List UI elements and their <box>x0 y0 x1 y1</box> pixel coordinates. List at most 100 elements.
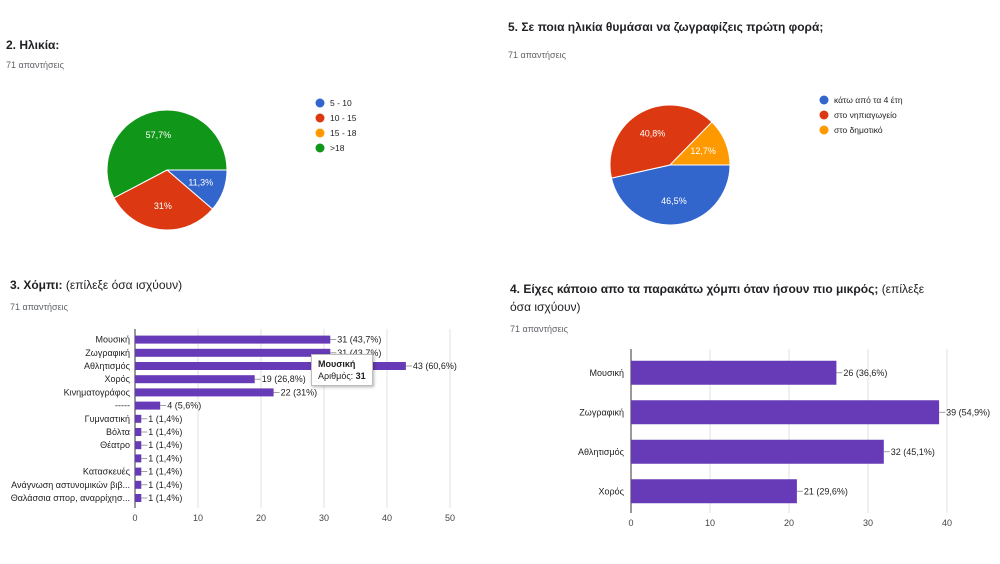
bar <box>135 454 142 463</box>
x-tick-label: 10 <box>193 513 203 523</box>
bar <box>631 360 837 385</box>
data-label: 1 (1,4%) <box>148 480 182 490</box>
legend-marker <box>819 110 829 120</box>
category-label: Γυμναστική <box>85 414 130 424</box>
bar <box>631 400 940 425</box>
bar <box>631 479 797 504</box>
x-tick-label: 0 <box>132 513 137 523</box>
question-4-hint: (επίλεξε όσα ισχύουν) <box>510 282 925 314</box>
question-4-response-count: 71 απαντήσεις <box>510 324 568 334</box>
category-label: Αθλητισμός <box>578 447 625 457</box>
age-pie-chart: 11,3% 31% 57,7% 5 - 10 10 - 15 15 - 18 >18 <box>106 98 357 231</box>
bar <box>135 348 331 357</box>
data-label: 22 (31%) <box>281 387 318 397</box>
pie-slice <box>668 121 731 166</box>
question-3-response-count: 71 απαντήσεις <box>10 302 68 312</box>
category-label: Ζωγραφική <box>579 407 624 417</box>
legend-marker <box>819 95 829 105</box>
x-tick-label: 0 <box>628 518 633 528</box>
pie-slice-label: 11,3% <box>188 178 213 188</box>
question-5-response-count: 71 απαντήσεις <box>508 50 566 60</box>
legend-marker <box>315 143 325 153</box>
category-label: Θαλάσσια σπορ, αναρρίχησ... <box>11 493 130 503</box>
x-tick-label: 50 <box>445 513 455 523</box>
data-label: 31 (43,7%) <box>337 348 381 358</box>
bar <box>631 439 884 464</box>
tooltip-value: 31 <box>355 371 366 381</box>
bar <box>135 467 142 476</box>
data-label: 4 (5,6%) <box>167 401 201 411</box>
bar <box>135 388 274 397</box>
legend-label: >18 <box>330 143 345 153</box>
question-3-hint: (επίλεξε όσα ισχύουν) <box>65 278 183 292</box>
bar <box>135 335 331 344</box>
legend-label: 5 - 10 <box>330 98 352 108</box>
pie-slice-label: 31% <box>154 201 172 211</box>
category-label: Αθλητισμός <box>84 361 131 371</box>
x-tick-label: 30 <box>319 513 329 523</box>
pie-slice <box>610 164 731 226</box>
category-label: Ανάγνωση αστυνομικών βιβ... <box>11 480 130 490</box>
x-tick-label: 40 <box>942 518 952 528</box>
category-label: Βόλτα <box>106 427 130 437</box>
category-label: Χορός <box>105 374 131 384</box>
pie-slice-label: 46,5% <box>661 196 687 206</box>
question-5-title: 5. Σε ποια ηλικία θυμάσαι να ζωγραφίζεις… <box>508 20 824 34</box>
category-label: Μουσική <box>96 335 130 345</box>
childhood-hobbies-bar-chart: 0 10 20 30 40 Μουσική 26 (36,6%) Ζωγραφική 39 (5… <box>578 349 990 528</box>
bar-tooltip: Μουσική Αριθμός: 31 <box>311 354 373 386</box>
bar <box>135 428 142 436</box>
question-4-title-text: 4. Είχες κάποιο απο τα παρακάτω χόμπι ότ… <box>510 282 879 296</box>
legend-label: 10 - 15 <box>330 113 357 123</box>
pie-slice <box>106 109 228 199</box>
pie-slice-label: 57,7% <box>146 130 172 140</box>
category-label: Μουσική <box>590 368 624 378</box>
tooltip-row: Αριθμός: 31 <box>318 370 366 382</box>
question-2-response-count: 71 απαντήσεις <box>6 60 64 70</box>
data-label: 31 (43,7%) <box>337 335 381 345</box>
data-label: 1 (1,4%) <box>148 493 182 503</box>
bar <box>135 401 161 410</box>
legend-label: κάτω από τα 4 έτη <box>834 95 903 105</box>
data-label: 39 (54,9%) <box>946 407 990 417</box>
bar <box>135 375 255 384</box>
data-label: 21 (29,6%) <box>804 486 848 496</box>
x-tick-label: 20 <box>784 518 794 528</box>
tooltip-title: Μουσική <box>318 359 356 369</box>
data-label: 1 (1,4%) <box>148 427 182 437</box>
x-tick-label: 20 <box>256 513 266 523</box>
data-label: 32 (45,1%) <box>891 447 935 457</box>
data-label: 1 (1,4%) <box>148 453 182 463</box>
category-label: Κατασκευές <box>83 467 131 477</box>
question-5-panel: 5. Σε ποια ηλικία θυμάσαι να ζωγραφίζεις… <box>508 18 988 60</box>
legend-label: στο νηπιαγωγείο <box>834 110 897 120</box>
x-tick-label: 40 <box>382 513 392 523</box>
bar <box>135 480 142 489</box>
bar <box>135 414 142 423</box>
data-label: 43 (60,6%) <box>413 361 457 371</box>
question-4-panel: 4. Είχες κάποιο απο τα παρακάτω χόμπι ότ… <box>510 280 930 334</box>
question-3-panel: 3. Χόμπι: (επίλεξε όσα ισχύουν) 71 απαντ… <box>10 276 480 312</box>
bar <box>135 494 142 502</box>
pie-slice-label: 12,7% <box>690 146 716 156</box>
category-label: ----- <box>115 401 130 411</box>
pie-slice <box>609 104 713 179</box>
legend-marker <box>819 125 829 135</box>
bar <box>135 362 406 370</box>
legend-marker <box>315 98 325 108</box>
data-label: 1 (1,4%) <box>148 467 182 477</box>
data-label: 1 (1,4%) <box>148 414 182 424</box>
x-tick-label: 30 <box>863 518 873 528</box>
category-label: Κινηματογράφος <box>64 387 131 397</box>
tooltip-label: Αριθμός: <box>318 371 354 381</box>
question-2-panel: 2. Ηλικία: 71 απαντήσεις <box>6 36 476 70</box>
question-4-title: 4. Είχες κάποιο απο τα παρακάτω χόμπι ότ… <box>510 280 930 316</box>
category-label: Χορός <box>599 486 625 496</box>
bar <box>135 441 142 450</box>
legend-label: στο δημοτικό <box>834 125 883 135</box>
question-3-title: 3. Χόμπι: (επίλεξε όσα ισχύουν) <box>10 276 480 294</box>
data-label: 1 (1,4%) <box>148 440 182 450</box>
legend-marker <box>315 113 325 123</box>
question-3-title-text: 3. Χόμπι: <box>10 278 63 292</box>
